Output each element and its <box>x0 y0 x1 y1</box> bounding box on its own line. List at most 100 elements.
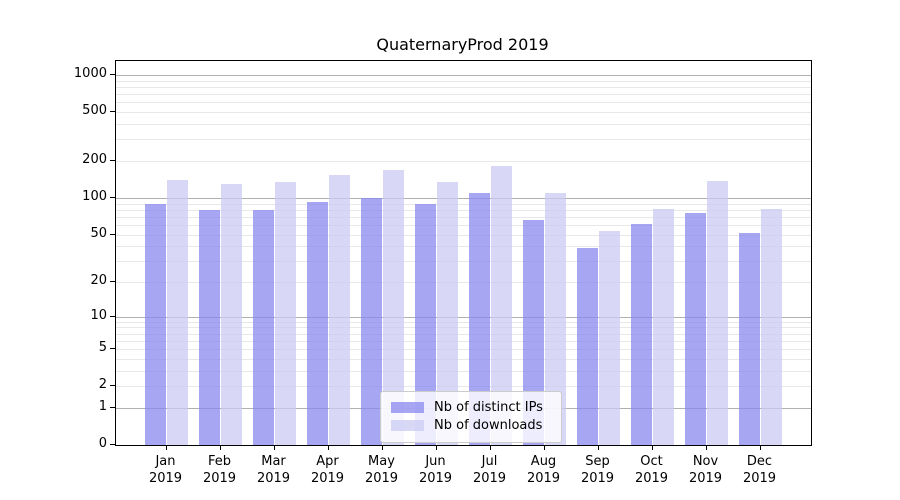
bar-downloads-nov <box>706 180 729 445</box>
gridline-5 <box>116 349 811 351</box>
x-tick-dec <box>759 445 761 450</box>
bar-downloads-apr <box>328 175 351 445</box>
y-tick-label-50: 50 <box>90 225 107 241</box>
y-tick-50 <box>110 233 115 235</box>
x-tick-aug <box>543 445 545 450</box>
y-tick-label-100: 100 <box>82 188 107 204</box>
gridline-500 <box>116 112 811 114</box>
legend-swatch-distinct-ips <box>391 402 424 413</box>
bar-downloads-sep <box>598 231 621 445</box>
x-tick-nov <box>705 445 707 450</box>
bar-distinct-ips-nov <box>684 213 707 445</box>
bar-distinct-ips-apr <box>306 202 329 445</box>
gridline-60 <box>116 224 811 226</box>
y-tick-label-0: 0 <box>98 436 107 451</box>
chart-title: QuaternaryProd 2019 <box>376 35 549 54</box>
legend: Nb of distinct IPs Nb of downloads <box>380 391 562 443</box>
gridline-700 <box>116 94 811 96</box>
bar-downloads-feb <box>220 184 243 445</box>
bar-downloads-jun <box>436 181 459 445</box>
gridline-100 <box>116 197 811 199</box>
y-tick-5 <box>110 348 115 350</box>
x-tick-label-feb: Feb 2019 <box>202 454 237 486</box>
gridline-9 <box>116 321 811 323</box>
y-tick-label-2: 2 <box>98 377 107 393</box>
plot-area: Nb of distinct IPs Nb of downloads <box>115 60 812 446</box>
y-tick-label-1: 1 <box>98 398 107 414</box>
y-tick-10 <box>110 315 115 317</box>
bar-downloads-jul <box>490 166 513 445</box>
y-tick-2 <box>110 385 115 387</box>
y-tick-label-5: 5 <box>98 340 107 356</box>
gridline-7 <box>116 333 811 335</box>
bar-distinct-ips-feb <box>198 210 221 445</box>
y-tick-200 <box>110 160 115 161</box>
gridline-1000 <box>116 75 811 76</box>
gridline-800 <box>116 87 811 88</box>
y-tick-0 <box>110 444 115 445</box>
legend-item-downloads: Nb of downloads <box>391 417 551 434</box>
bar-downloads-oct <box>652 209 675 445</box>
x-tick-label-dec: Dec 2019 <box>742 454 777 486</box>
bar-downloads-aug <box>544 192 567 445</box>
x-tick-label-jun: Jun 2019 <box>418 454 453 486</box>
bar-distinct-ips-mar <box>252 209 275 445</box>
x-tick-jun <box>435 445 437 450</box>
gridline-3 <box>116 370 811 372</box>
gridline-70 <box>116 216 811 218</box>
y-tick-500 <box>110 111 115 113</box>
bar-distinct-ips-may <box>360 197 383 445</box>
x-tick-label-nov: Nov 2019 <box>688 454 723 486</box>
x-tick-feb <box>219 445 221 450</box>
gridline-20 <box>116 282 811 283</box>
bar-distinct-ips-sep <box>576 247 599 445</box>
bar-downloads-may <box>382 170 405 445</box>
x-tick-apr <box>327 445 329 450</box>
bar-downloads-jan <box>166 179 189 445</box>
bar-downloads-mar <box>274 182 297 445</box>
legend-label-distinct-ips: Nb of distinct IPs <box>434 400 543 415</box>
x-tick-jul <box>489 445 491 450</box>
y-tick-label-500: 500 <box>82 103 107 119</box>
gridline-40 <box>116 246 811 248</box>
x-tick-label-apr: Apr 2019 <box>310 454 345 486</box>
x-tick-label-aug: Aug 2019 <box>526 454 561 486</box>
x-tick-may <box>381 445 383 450</box>
bar-distinct-ips-oct <box>630 224 653 445</box>
x-tick-label-sep: Sep 2019 <box>580 454 615 486</box>
x-tick-mar <box>273 445 275 450</box>
gridline-900 <box>116 80 811 82</box>
x-tick-oct <box>651 445 653 450</box>
x-tick-jan <box>165 445 167 450</box>
bar-distinct-ips-jul <box>468 192 491 445</box>
bar-distinct-ips-jan <box>144 203 167 445</box>
legend-swatch-downloads <box>391 420 424 431</box>
y-tick-label-200: 200 <box>82 152 107 167</box>
gridline-90 <box>116 203 811 205</box>
y-tick-label-20: 20 <box>90 273 107 288</box>
y-tick-100 <box>110 196 115 198</box>
x-tick-label-jul: Jul 2019 <box>472 454 507 486</box>
gridline-30 <box>116 261 811 263</box>
gridline-80 <box>116 209 811 211</box>
bar-downloads-dec <box>760 209 783 445</box>
gridline-400 <box>116 124 811 125</box>
gridline-50 <box>116 234 811 236</box>
gridline-200 <box>116 161 811 162</box>
legend-item-distinct-ips: Nb of distinct IPs <box>391 399 551 416</box>
bar-distinct-ips-aug <box>522 219 545 445</box>
gridline-8 <box>116 327 811 329</box>
legend-label-downloads: Nb of downloads <box>434 418 543 433</box>
x-tick-label-mar: Mar 2019 <box>256 454 291 486</box>
y-tick-label-1000: 1000 <box>73 66 107 81</box>
gridline-600 <box>116 102 811 104</box>
gridline-10 <box>116 316 811 318</box>
x-tick-label-oct: Oct 2019 <box>634 454 669 486</box>
x-tick-label-may: May 2019 <box>364 454 399 486</box>
y-tick-1 <box>110 406 115 408</box>
x-tick-sep <box>597 445 599 450</box>
y-tick-1000 <box>110 74 115 75</box>
gridline-4 <box>116 358 811 360</box>
y-tick-20 <box>110 281 115 282</box>
